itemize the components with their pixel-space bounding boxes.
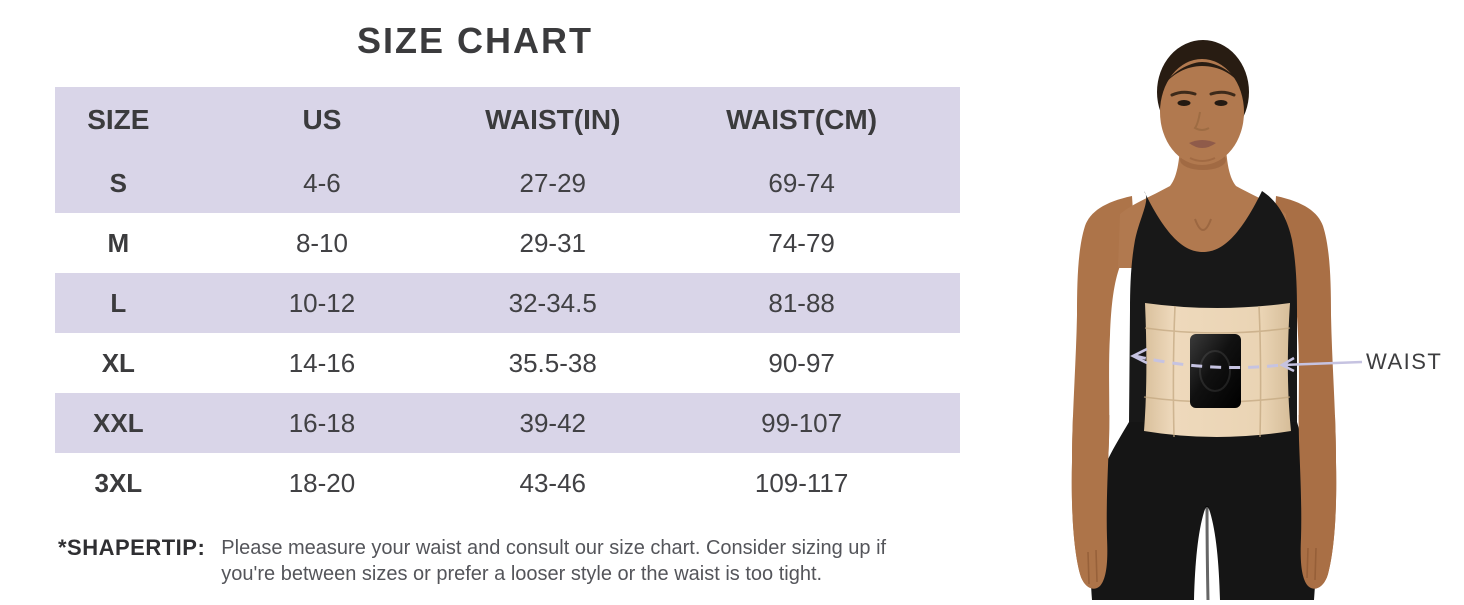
header-size: SIZE [87, 104, 150, 135]
waist-in-cell: 35.5-38 [508, 347, 597, 378]
shapertip-note: *SHAPERTIP: Please measure your waist an… [58, 535, 886, 587]
chin-shadow [1189, 157, 1216, 162]
size-cell: 3XL [94, 467, 143, 498]
shapertip-text: Please measure your waist and consult ou… [221, 535, 886, 587]
cleavage-line [1194, 218, 1212, 231]
table-row: XL 14-16 35.5-38 90-97 [55, 333, 960, 393]
table-row: 3XL 18-20 43-46 109-117 [55, 453, 960, 513]
us-cell: 8-10 [295, 227, 348, 258]
table-header-row: SIZE US WAIST(IN) WAIST(CM) [55, 87, 960, 153]
table-row: M 8-10 29-31 74-79 [55, 213, 960, 273]
shapertip-label: *SHAPERTIP: [58, 535, 206, 560]
us-cell: 14-16 [288, 347, 356, 378]
header-us: US [302, 104, 342, 135]
eyes [1177, 100, 1228, 106]
waist-annotation-label: WAIST [1366, 349, 1443, 374]
size-cell: XXL [93, 407, 144, 438]
waist-in-cell: 27-29 [519, 167, 586, 198]
patch-logo [1199, 350, 1231, 392]
waist-cm-cell: 99-107 [761, 407, 843, 438]
model-image [1044, 0, 1464, 601]
leggings [1090, 422, 1317, 600]
us-cell: 4-6 [303, 167, 341, 198]
us-cell: 16-18 [288, 407, 356, 438]
header-waist-cm: WAIST(CM) [726, 104, 878, 135]
size-cell: L [110, 287, 127, 318]
table-row: S 4-6 27-29 69-74 [55, 153, 960, 213]
size-cell: XL [101, 347, 135, 378]
waist-cm-cell: 90-97 [768, 347, 835, 378]
hairline [1162, 62, 1243, 88]
size-chart-table: SIZE US WAIST(IN) WAIST(CM) S 4-6 27-29 … [55, 87, 960, 513]
waist-measure-line [1130, 347, 1363, 373]
us-cell: 18-20 [288, 467, 356, 498]
model-figure-illustration [1071, 40, 1363, 601]
size-cell: S [109, 167, 128, 198]
inner-thigh-shadow [1205, 505, 1210, 601]
shapertip-text-line2: you're between sizes or prefer a looser … [221, 563, 823, 585]
table-row: L 10-12 32-34.5 81-88 [55, 273, 960, 333]
waist-in-cell: 29-31 [519, 227, 586, 258]
us-cell: 10-12 [288, 287, 356, 318]
header-waist-in: WAIST(IN) [485, 104, 621, 135]
nose [1193, 111, 1210, 131]
waist-cm-cell: 74-79 [768, 227, 835, 258]
band-front-patch [1190, 334, 1241, 408]
waist-in-cell: 43-46 [519, 467, 586, 498]
waist-cm-cell: 109-117 [754, 467, 849, 498]
eyebrows [1170, 90, 1236, 97]
waist-in-cell: 39-42 [519, 407, 586, 438]
lips [1189, 140, 1216, 148]
shapertip-text-line1: Please measure your waist and consult ou… [221, 537, 887, 559]
page-title: SIZE CHART [357, 20, 593, 61]
size-cell: M [107, 227, 130, 258]
finger-lines [1087, 547, 1317, 585]
waist-arrow-left-icon [1130, 347, 1148, 365]
waist-cm-cell: 69-74 [768, 167, 835, 198]
waist-pointer-line [1281, 360, 1363, 367]
face [1160, 59, 1244, 165]
head [1157, 40, 1249, 165]
table-row: XXL 16-18 39-42 99-107 [55, 393, 960, 453]
waist-cm-cell: 81-88 [768, 287, 835, 318]
waist-in-cell: 32-34.5 [508, 287, 597, 318]
